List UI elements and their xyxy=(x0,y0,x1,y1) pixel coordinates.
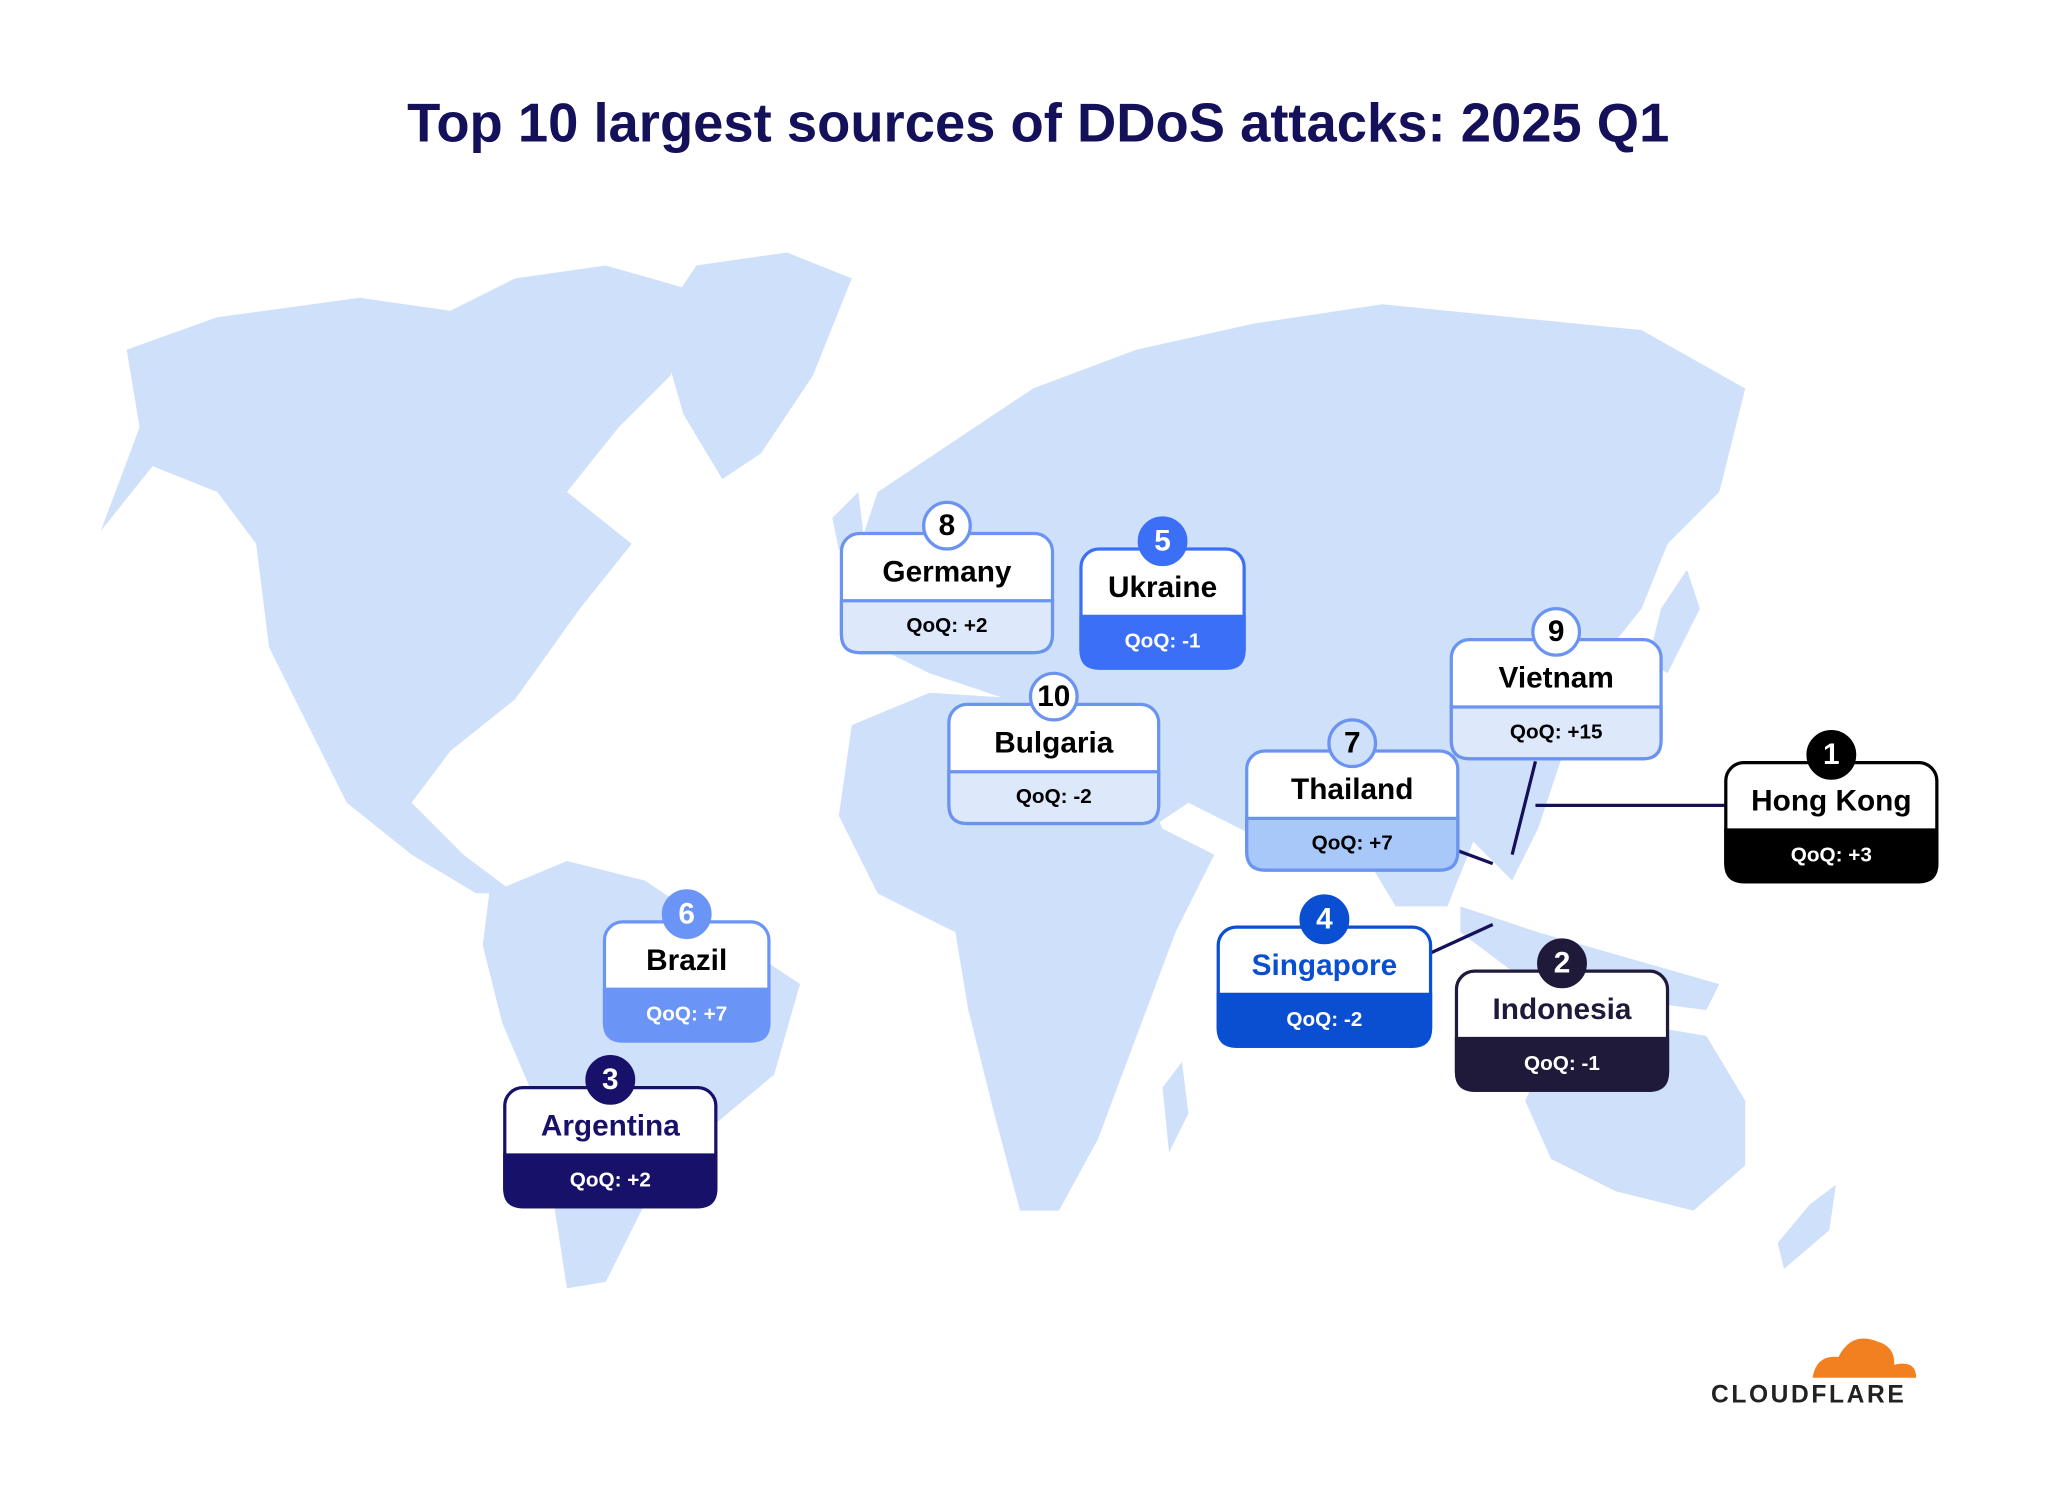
rank-number: 1 xyxy=(1823,738,1840,771)
rank-badge xyxy=(585,1054,636,1105)
card-footer xyxy=(503,1153,718,1209)
card-footer xyxy=(947,770,1161,826)
country-card: Ukraine QoQ: -1 5 xyxy=(1079,516,1246,670)
qoq-change: QoQ: -2 xyxy=(1016,785,1092,808)
logo: CLOUDFLARE xyxy=(1711,1338,1917,1408)
country-card: Bulgaria QoQ: -2 10 xyxy=(947,671,1161,826)
card-footer xyxy=(1724,828,1939,884)
rank-number: 9 xyxy=(1548,615,1565,648)
country-name: Brazil xyxy=(646,944,727,977)
country-name: Vietnam xyxy=(1499,662,1614,695)
country-card: Argentina QoQ: +2 3 xyxy=(503,1054,718,1209)
logo-text: CLOUDFLARE xyxy=(1711,1381,1906,1408)
rank-number: 6 xyxy=(678,897,695,930)
rank-badge xyxy=(1028,671,1079,722)
qoq-change: QoQ: +2 xyxy=(906,614,987,637)
rank-number: 3 xyxy=(602,1063,619,1096)
cards: Hong Kong QoQ: +3 1 Indonesia QoQ: -1 2 Argent… xyxy=(503,500,1939,1209)
rank-number: 10 xyxy=(1037,680,1070,713)
connector xyxy=(1429,923,1494,955)
connector xyxy=(1510,760,1538,855)
card-footer xyxy=(1216,992,1433,1048)
qoq-change: QoQ: +7 xyxy=(1312,832,1393,855)
rank-badge xyxy=(922,500,972,551)
country-card: Brazil QoQ: +7 6 xyxy=(602,889,771,1043)
country-name: Thailand xyxy=(1291,773,1413,806)
qoq-change: QoQ: -2 xyxy=(1286,1008,1362,1031)
qoq-change: QoQ: +7 xyxy=(646,1003,727,1026)
qoq-change: QoQ: +15 xyxy=(1510,720,1603,743)
country-card: Thailand QoQ: +7 7 xyxy=(1245,718,1460,872)
card-footer xyxy=(1245,816,1460,872)
logo-cloud xyxy=(1812,1338,1917,1378)
rank-badge xyxy=(1137,516,1188,567)
country-card: Germany QoQ: +2 8 xyxy=(839,500,1055,655)
card-footer xyxy=(1449,705,1663,761)
rank-number: 8 xyxy=(939,509,956,542)
card-footer xyxy=(602,987,771,1043)
qoq-change: QoQ: +3 xyxy=(1791,843,1872,866)
country-name: Indonesia xyxy=(1493,993,1632,1026)
country-card: Vietnam QoQ: +15 9 xyxy=(1449,606,1663,761)
qoq-change: QoQ: +2 xyxy=(570,1168,651,1191)
country-name: Bulgaria xyxy=(994,726,1114,759)
rank-badge xyxy=(1299,894,1350,945)
country-card: Hong Kong QoQ: +3 1 xyxy=(1724,729,1939,884)
country-name: Argentina xyxy=(541,1110,680,1143)
connector xyxy=(1457,849,1494,866)
country-card: Indonesia QoQ: -1 2 xyxy=(1454,938,1670,1092)
card-footer xyxy=(1079,614,1246,670)
rank-number: 4 xyxy=(1316,902,1333,935)
country-name: Ukraine xyxy=(1108,571,1217,604)
country-name: Germany xyxy=(882,555,1011,588)
rank-number: 7 xyxy=(1344,726,1361,759)
rank-badge xyxy=(1327,718,1378,769)
qoq-change: QoQ: -1 xyxy=(1125,630,1201,653)
country-name: Singapore xyxy=(1252,949,1398,982)
card-footer xyxy=(1454,1036,1670,1092)
rank-number: 2 xyxy=(1554,947,1571,980)
rank-badge xyxy=(1531,606,1582,657)
connectors xyxy=(1429,760,1726,955)
rank-badge xyxy=(1806,729,1857,780)
rank-badge xyxy=(661,889,712,940)
country-name: Hong Kong xyxy=(1751,785,1911,818)
card-footer xyxy=(839,599,1055,655)
rank-badge xyxy=(1537,938,1587,989)
title: Top 10 largest sources of DDoS attacks: … xyxy=(407,92,1669,153)
qoq-change: QoQ: -1 xyxy=(1524,1052,1600,1075)
rank-number: 5 xyxy=(1154,524,1171,557)
country-card: Singapore QoQ: -2 4 xyxy=(1216,894,1433,1048)
